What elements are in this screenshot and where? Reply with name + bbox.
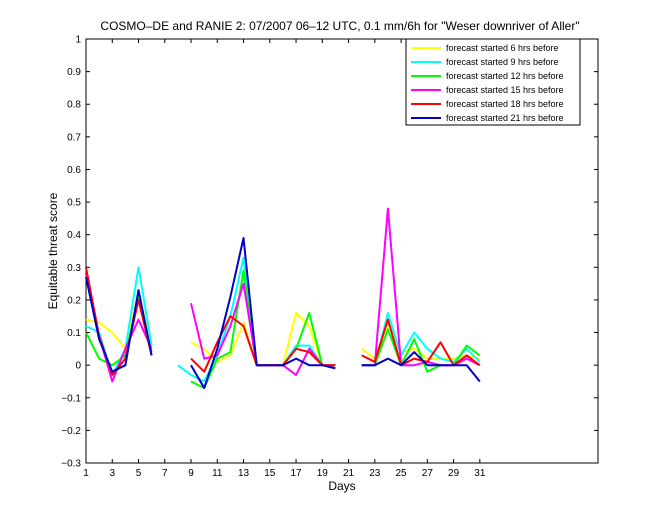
chart-title: COSMO–DE and RANIE 2: 07/2007 06–12 UTC,… bbox=[100, 19, 579, 33]
y-tick-label: 0.2 bbox=[67, 295, 81, 306]
x-tick-label: 29 bbox=[448, 468, 460, 479]
y-tick-label: 0.1 bbox=[67, 328, 81, 339]
x-ticks: 1 3 5 7 9 11 13 15 17 19 21 23 25 27 29 31 bbox=[83, 39, 486, 479]
x-tick-label: 25 bbox=[396, 468, 408, 479]
x-tick-label: 5 bbox=[136, 468, 142, 479]
series-layer bbox=[85, 207, 481, 389]
y-tick-label: 0.6 bbox=[67, 165, 81, 176]
series-segment bbox=[361, 328, 481, 373]
x-tick-label: 1 bbox=[83, 468, 89, 479]
x-tick-label: 23 bbox=[369, 468, 381, 479]
x-tick-label: 9 bbox=[188, 468, 194, 479]
x-tick-label: 7 bbox=[162, 468, 168, 479]
legend-label: forecast started 18 hrs before bbox=[446, 99, 564, 109]
x-axis-label: Days bbox=[328, 479, 355, 493]
series-segment bbox=[190, 237, 336, 389]
y-tick-label: −0.1 bbox=[61, 393, 81, 404]
y-tick-label: 0 bbox=[75, 361, 81, 372]
y-tick-label: −0.2 bbox=[61, 426, 81, 437]
y-tick-label: 0.5 bbox=[67, 198, 81, 209]
y-tick-label: 1 bbox=[75, 35, 81, 46]
x-tick-label: 3 bbox=[109, 468, 115, 479]
legend-label: forecast started 12 hrs before bbox=[446, 71, 564, 81]
x-tick-label: 15 bbox=[264, 468, 276, 479]
legend-label: forecast started 6 hrs before bbox=[446, 43, 559, 53]
y-tick-label: 0.7 bbox=[67, 132, 81, 143]
x-tick-label: 31 bbox=[474, 468, 486, 479]
y-axis-label: Equitable threat score bbox=[46, 192, 60, 309]
y-tick-label: 0.9 bbox=[67, 67, 81, 78]
series-segment bbox=[361, 207, 481, 367]
series-segment bbox=[361, 351, 481, 383]
x-tick-label: 19 bbox=[317, 468, 329, 479]
legend-box bbox=[405, 38, 581, 126]
y-tick-label: 0.3 bbox=[67, 263, 81, 274]
y-tick-label: 0.4 bbox=[67, 230, 81, 241]
legend-label: forecast started 21 hrs before bbox=[446, 113, 564, 123]
legend-label: forecast started 15 hrs before bbox=[446, 85, 564, 95]
x-tick-label: 17 bbox=[290, 468, 302, 479]
y-tick-label: −0.3 bbox=[61, 459, 81, 470]
y-ticks: −0.3 −0.2 −0.1 0 0.1 0.2 0.3 0.4 0.5 0.6 0.7 0.8 0.9… bbox=[61, 35, 598, 470]
x-tick-label: 27 bbox=[422, 468, 434, 479]
x-tick-label: 11 bbox=[212, 468, 223, 479]
legend-label: forecast started 9 hrs before bbox=[446, 57, 559, 67]
series-segment bbox=[361, 318, 481, 367]
series-line bbox=[85, 237, 481, 389]
legend: forecast started 6 hrs before forecast st… bbox=[405, 38, 581, 126]
x-tick-label: 21 bbox=[343, 468, 355, 479]
y-tick-label: 0.8 bbox=[67, 100, 81, 111]
series-segment bbox=[85, 276, 153, 373]
x-tick-label: 13 bbox=[238, 468, 250, 479]
